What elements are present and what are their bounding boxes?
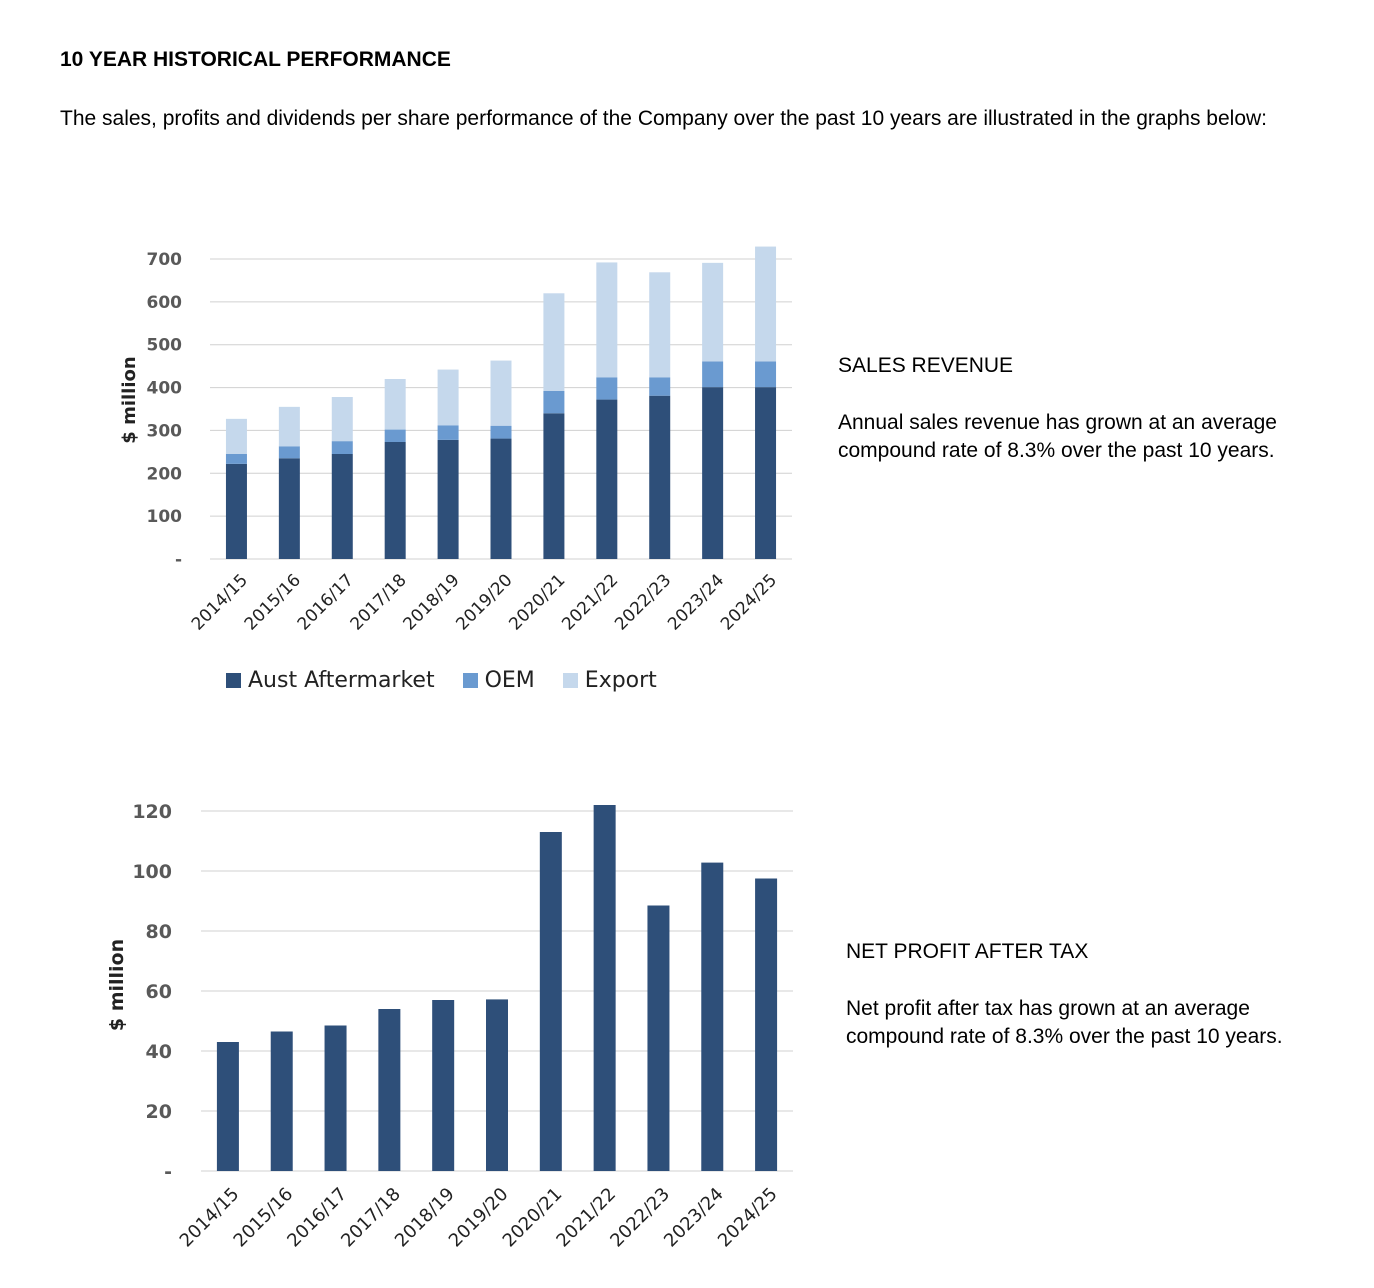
legend-swatch [562,673,578,688]
profit-section-description: Net profit after tax has grown at an ave… [846,997,1283,1048]
y-tick-label: 300 [147,421,183,441]
bar-net-profit [270,1031,293,1171]
legend-swatch [226,673,241,688]
y-tick-label: 40 [146,1041,172,1063]
bar-oem [490,425,512,439]
bar-export [755,246,777,362]
y-tick-label: 700 [147,250,183,270]
bar-export [543,293,565,391]
bar-net-profit [755,878,778,1171]
y-tick-label: 100 [132,861,172,883]
bar-oem [384,429,406,442]
bar-export [490,360,512,426]
sales-section-description: Annual sales revenue has grown at an ave… [838,411,1277,462]
bar-export [649,272,671,378]
bar-export [384,379,406,430]
bar-export [437,369,459,426]
bar-net-profit [647,905,670,1171]
bar-oem [278,446,300,459]
y-tick-label: 20 [146,1101,172,1123]
sales-section-title: SALES REVENUE [838,354,1014,377]
page-heading: 10 YEAR HISTORICAL PERFORMANCE [60,48,451,71]
legend-item: Aust Aftermarket [226,668,435,693]
sales-chart-legend: Aust Aftermarket OEM Export [226,668,657,693]
bar-aust-aftermarket [649,395,671,559]
bar-aust-aftermarket [543,413,565,559]
bar-export [278,406,300,447]
profit-section-title: NET PROFIT AFTER TAX [846,940,1089,963]
y-tick-label: - [164,1161,172,1183]
y-tick-label: 80 [146,921,172,943]
legend-item: Export [562,668,657,693]
bar-net-profit [486,999,508,1171]
bar-export [225,418,247,454]
y-axis-title: $ million [106,939,128,1031]
y-tick-label: 100 [147,507,183,527]
bar-aust-aftermarket [437,439,459,559]
y-tick-label: 200 [147,464,183,484]
intro-paragraph: The sales, profits and dividends per sha… [60,107,1267,130]
bar-oem [543,391,565,414]
y-tick-label: 60 [146,981,172,1003]
y-tick-label: 120 [132,801,172,823]
bar-oem [755,361,777,388]
bar-aust-aftermarket [702,387,724,559]
bar-aust-aftermarket [384,442,406,559]
bar-export [331,397,353,442]
bar-oem [331,441,353,454]
bar-oem [596,377,618,400]
y-axis-title: $ million [119,356,140,443]
bar-net-profit [378,1009,401,1171]
bar-net-profit [324,1025,347,1171]
bar-aust-aftermarket [490,438,512,559]
y-tick-label: 600 [147,293,183,313]
bar-aust-aftermarket [596,399,618,559]
bar-oem [225,454,247,464]
bar-export [702,262,724,362]
legend-item: OEM [462,668,535,693]
bar-oem [437,425,459,440]
bar-aust-aftermarket [278,458,300,559]
bar-net-profit [539,832,562,1171]
y-tick-label: 400 [147,379,183,399]
y-tick-label: 500 [147,336,183,356]
bar-net-profit [701,862,724,1171]
bar-oem [649,377,671,396]
bar-net-profit [216,1042,239,1171]
bar-export [596,262,618,378]
y-tick-label: - [175,550,182,570]
legend-label: Export [584,668,657,693]
legend-label: Aust Aftermarket [248,668,435,693]
bar-aust-aftermarket [755,387,777,559]
bar-aust-aftermarket [331,454,353,559]
bar-net-profit [432,1000,455,1171]
bar-oem [702,361,724,388]
legend-swatch [462,673,478,688]
legend-label: OEM [484,668,535,693]
bar-net-profit [593,805,616,1171]
bar-aust-aftermarket [225,463,247,559]
x-tick-label: 2024/25 [714,1184,782,1252]
